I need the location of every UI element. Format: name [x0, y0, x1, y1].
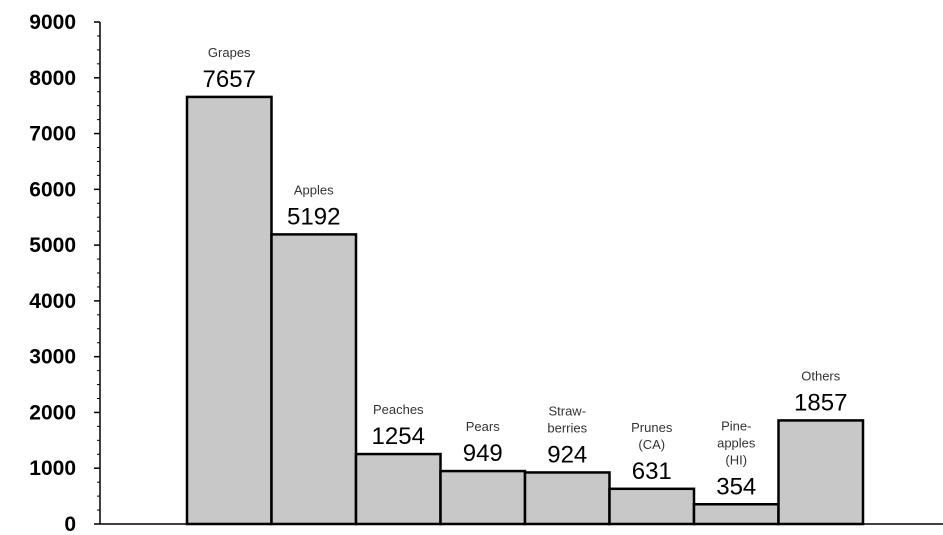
- data-label: 949: [463, 440, 503, 467]
- y-tick-label: 9000: [29, 11, 76, 34]
- data-label: 631: [632, 458, 672, 485]
- bar: [692, 503, 780, 526]
- data-label: 5192: [287, 203, 340, 230]
- category-label: Straw-: [548, 403, 586, 418]
- bar: [185, 95, 273, 526]
- data-label: 1254: [372, 423, 425, 450]
- bar: [354, 452, 442, 526]
- y-tick-label: 0: [64, 513, 76, 535]
- category-label: Pine-: [721, 418, 751, 433]
- category-label: Others: [801, 368, 841, 383]
- bars: [185, 95, 865, 526]
- category-label: Pears: [466, 419, 500, 434]
- y-tick-label: 1000: [29, 457, 76, 480]
- y-tick-label: 7000: [29, 123, 76, 146]
- data-label: 7657: [203, 66, 256, 93]
- y-tick-label: 8000: [29, 67, 76, 90]
- category-label: (CA): [638, 437, 665, 452]
- y-tick-label: 4000: [29, 290, 76, 313]
- category-label: Peaches: [373, 402, 424, 417]
- bar: [608, 487, 696, 526]
- data-label: 924: [547, 441, 587, 468]
- y-tick-label: 2000: [29, 401, 76, 424]
- bar-labels: 7657 Grapes 5192 Apples 1254 Peaches 949 Pears 9…: [203, 45, 848, 500]
- category-label: Grapes: [208, 45, 251, 60]
- bar: [777, 419, 865, 526]
- category-label: Apples: [294, 182, 334, 197]
- y-tick-label: 6000: [29, 178, 76, 201]
- bar: [270, 233, 358, 526]
- category-label: berries: [547, 420, 587, 435]
- y-tick-label: 3000: [29, 346, 76, 369]
- category-label: Prunes: [631, 420, 673, 435]
- category-label: (HI): [725, 452, 747, 467]
- data-label: 354: [716, 473, 756, 500]
- bar: [523, 471, 611, 526]
- category-label: apples: [717, 435, 756, 450]
- y-tick-label: 5000: [29, 234, 76, 257]
- bar: [439, 469, 527, 526]
- data-label: 1857: [794, 389, 847, 416]
